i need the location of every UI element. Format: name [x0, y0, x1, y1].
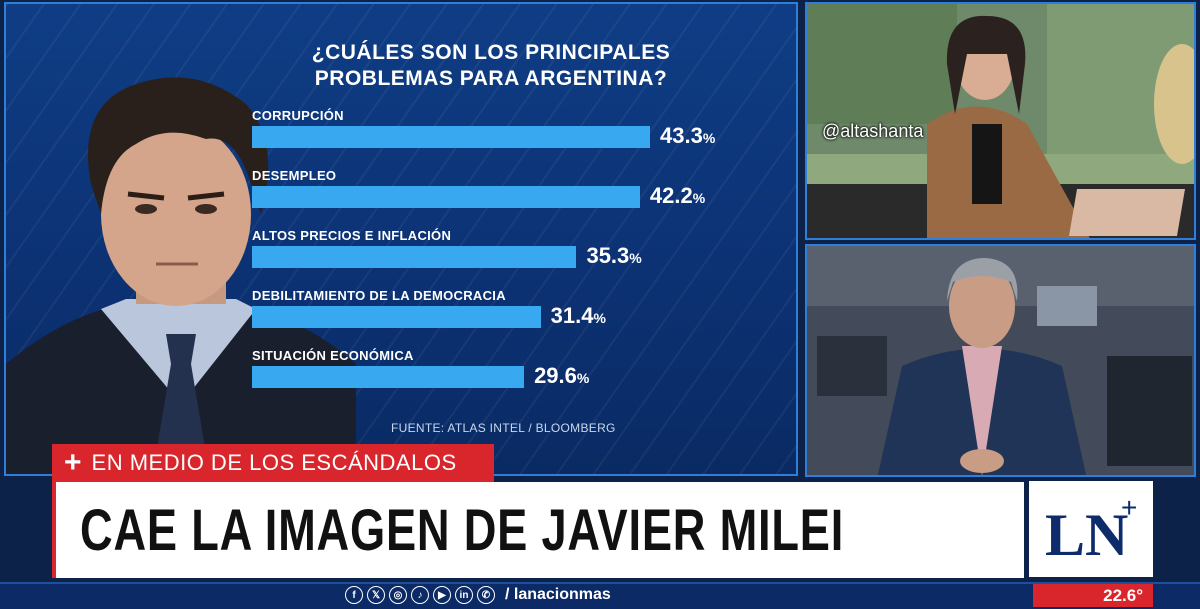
- bar-label: SITUACIÓN ECONÓMICA: [252, 348, 414, 363]
- social-handle-overlay: @altashanta: [822, 121, 924, 141]
- portrait-image: [6, 77, 356, 474]
- x-icon[interactable]: 𝕏: [367, 586, 385, 604]
- bar-value-number: 43.3: [660, 123, 703, 148]
- bar-value-number: 29.6: [534, 363, 577, 388]
- chart-panel: ¿CUÁLES SON LOS PRINCIPALES PROBLEMAS PA…: [4, 2, 798, 476]
- plus-icon: +: [64, 446, 82, 479]
- bar-label: CORRUPCIÓN: [252, 108, 344, 123]
- bar-value-number: 35.3: [586, 243, 630, 268]
- headline: CAE LA IMAGEN DE JAVIER MILEI: [80, 497, 845, 563]
- bar-label: DEBILITAMIENTO DE LA DEMOCRACIA: [252, 288, 506, 303]
- bar-label: ALTOS PRECIOS E INFLACIÓN: [252, 228, 452, 243]
- linkedin-icon[interactable]: in: [455, 586, 473, 604]
- bar-value-unit: %: [629, 250, 642, 266]
- bar-value-label: 43.3%: [660, 123, 715, 149]
- bar-value-unit: %: [576, 370, 590, 386]
- logo-plus: +: [1121, 492, 1137, 523]
- bar: [252, 126, 650, 148]
- chart-source: FUENTE: ATLAS INTEL / BLOOMBERG: [391, 421, 616, 435]
- video-feed-analyst: [805, 244, 1196, 477]
- chart-title-line-2: PROBLEMAS PARA ARGENTINA?: [314, 67, 668, 90]
- bar-value-number: 42.2: [649, 183, 693, 208]
- headline-bar: CAE LA IMAGEN DE JAVIER MILEI: [52, 482, 1024, 578]
- whatsapp-icon[interactable]: ✆: [477, 586, 495, 604]
- channel-logo: LN +: [1029, 481, 1153, 577]
- chart-title: ¿CUÁLES SON LOS PRINCIPALES PROBLEMAS PA…: [256, 40, 726, 92]
- bar: [252, 306, 541, 328]
- social-links: f 𝕏 ◎ ♪ ▶ in ✆ / lanacionmas: [345, 586, 611, 604]
- facebook-icon[interactable]: f: [345, 586, 363, 604]
- video-feed-host: [805, 2, 1196, 240]
- host-video-image: [807, 4, 1194, 238]
- logo-text: LN: [1045, 502, 1128, 568]
- bar: [252, 186, 640, 208]
- instagram-icon[interactable]: ◎: [389, 586, 407, 604]
- bar-value-unit: %: [702, 130, 716, 146]
- bar-value-label: 31.4%: [551, 303, 606, 329]
- tiktok-icon[interactable]: ♪: [411, 586, 429, 604]
- category-tag: + EN MEDIO DE LOS ESCÁNDALOS: [52, 444, 494, 482]
- chart-title-line-1: ¿CUÁLES SON LOS PRINCIPALES: [311, 41, 671, 64]
- bar: [252, 246, 577, 268]
- youtube-icon[interactable]: ▶: [433, 586, 451, 604]
- category-tag-label: EN MEDIO DE LOS ESCÁNDALOS: [91, 450, 457, 475]
- analyst-video-image: [807, 246, 1194, 475]
- bar-value-label: 29.6%: [534, 363, 589, 389]
- bar-label: DESEMPLEO: [252, 168, 337, 183]
- bar-value-label: 35.3%: [586, 243, 641, 269]
- ticker-bar: [0, 582, 1200, 609]
- ln-plus-logo-icon: LN +: [1045, 492, 1137, 568]
- temperature: 22.6°: [1033, 584, 1153, 607]
- bar-value-label: 42.2%: [650, 183, 705, 209]
- bar-value-unit: %: [593, 310, 606, 326]
- bar-value-number: 31.4: [550, 303, 594, 328]
- social-handle: / lanacionmas: [505, 586, 611, 603]
- bar: [252, 366, 525, 388]
- bar-value-unit: %: [692, 190, 706, 206]
